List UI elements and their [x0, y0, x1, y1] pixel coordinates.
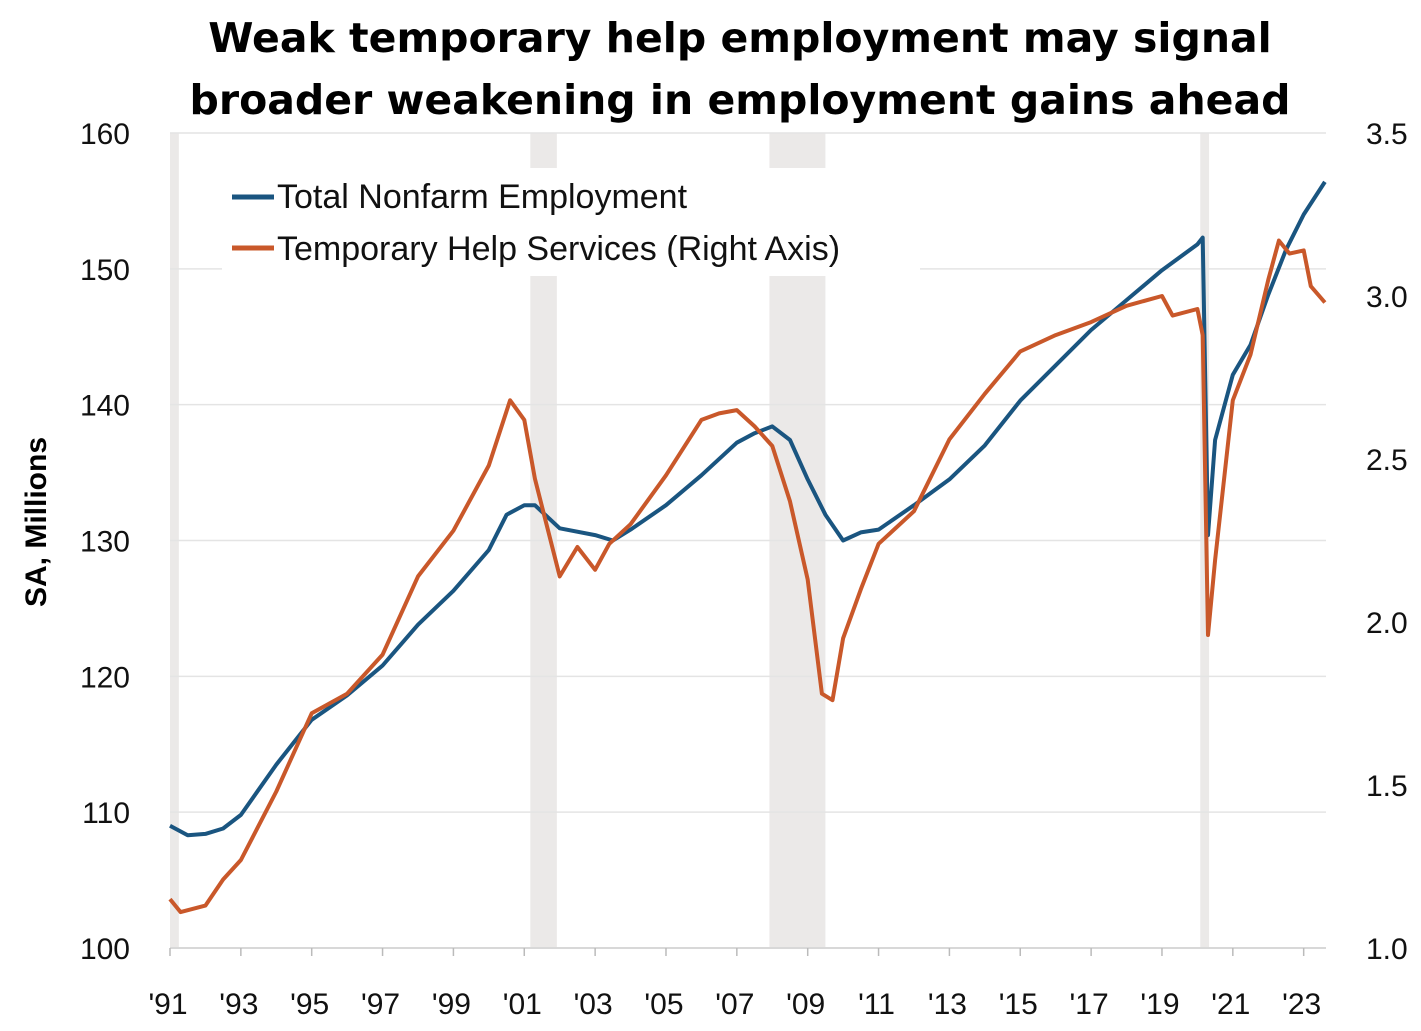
x-tick-label: '21: [1211, 988, 1250, 1021]
x-tick-label: '07: [715, 988, 754, 1021]
y2-tick-label: 2.5: [1366, 444, 1408, 477]
x-tick-label: '95: [290, 988, 329, 1021]
series-lines: [168, 180, 1327, 915]
axis-ticks: 100 110 120 130 140 150 160 1.0 1.5 2.0 2.5 3.0 3.5 '…: [80, 118, 1408, 1021]
y-tick-label: 110: [82, 797, 130, 830]
x-tick-label: '19: [1140, 988, 1179, 1021]
x-tick-label: '17: [1070, 988, 1109, 1021]
y-tick-label: 120: [80, 661, 130, 694]
x-tick-label: '91: [148, 988, 187, 1021]
x-tick-label: '99: [432, 988, 471, 1021]
gridlines: [170, 132, 1326, 949]
y-tick-label: 150: [80, 254, 130, 287]
nonfarm-line: [169, 180, 1327, 838]
x-tick-label: '09: [786, 988, 825, 1021]
chart-title-line-2: broader weakening in employment gains ah…: [190, 76, 1291, 124]
x-tick-label: '03: [574, 988, 613, 1021]
y2-tick-label: 3.5: [1366, 118, 1408, 151]
y-tick-label: 100: [80, 933, 130, 966]
y2-tick-label: 1.0: [1366, 933, 1408, 966]
x-tick-label: '93: [219, 988, 258, 1021]
legend-label-temp: Temporary Help Services (Right Axis): [277, 230, 840, 268]
legend-background: [222, 168, 920, 276]
x-tick-label: '13: [928, 988, 967, 1021]
x-tick-label: '23: [1282, 988, 1321, 1021]
temp-help-line: [168, 238, 1327, 915]
y-axis-label: SA, Millions: [20, 437, 53, 607]
y2-tick-label: 3.0: [1366, 281, 1408, 314]
x-tick-label: '05: [644, 988, 683, 1021]
chart-title-line-1: Weak temporary help employment may signa…: [208, 14, 1271, 62]
legend-label-nonfarm: Total Nonfarm Employment: [277, 178, 688, 216]
y2-tick-label: 1.5: [1366, 770, 1408, 803]
x-tick-label: '11: [858, 988, 895, 1021]
x-tick-label: '97: [361, 988, 400, 1021]
y-tick-label: 140: [80, 390, 130, 423]
x-tick-label: '15: [999, 988, 1038, 1021]
y-tick-label: 160: [80, 118, 130, 151]
x-tick-label: '01: [503, 988, 542, 1021]
y2-tick-label: 2.0: [1366, 607, 1408, 640]
legend: Total Nonfarm Employment Temporary Help …: [232, 178, 840, 268]
y-tick-label: 130: [80, 526, 130, 559]
